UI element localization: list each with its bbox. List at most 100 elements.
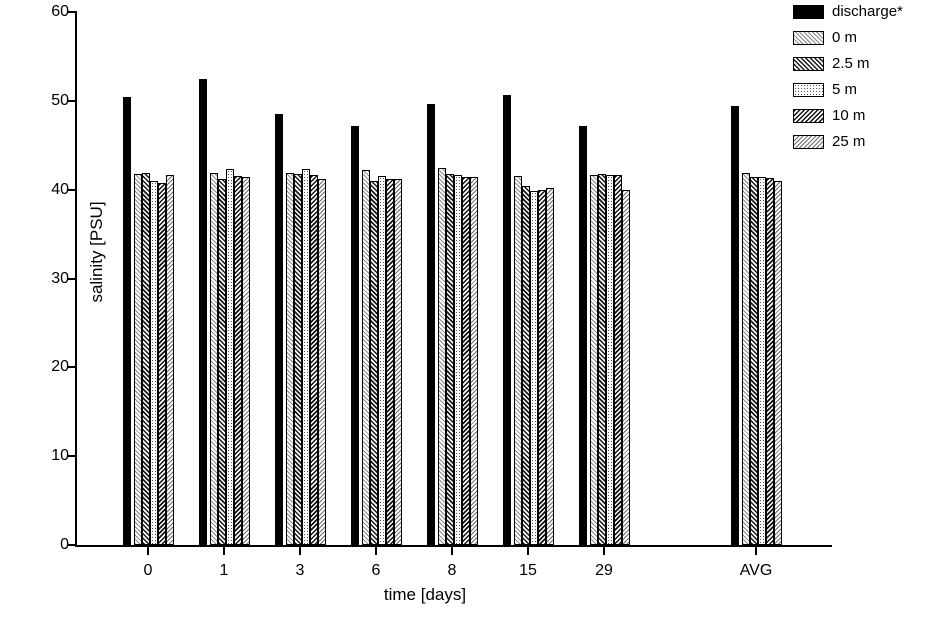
- bar-5-m-day-0: [149, 180, 158, 545]
- x-tick: [755, 547, 757, 555]
- bar-25-m-day-3: [317, 179, 326, 545]
- x-tick-label-1: 1: [219, 562, 229, 579]
- bar-2-5-m-day-1: [217, 179, 226, 545]
- legend-label: 10 m: [832, 107, 866, 124]
- y-tick: [68, 544, 77, 546]
- x-tick: [527, 547, 529, 555]
- y-tick: [68, 188, 77, 191]
- y-tick-label: 20: [51, 358, 69, 376]
- bar-10-m-day-avg: [765, 178, 774, 545]
- x-tick-label-0: 0: [143, 562, 153, 579]
- y-tick: [68, 99, 77, 102]
- x-tick: [299, 547, 301, 555]
- y-tick-label: 30: [51, 269, 69, 287]
- y-axis-title: salinity [PSU]: [87, 201, 106, 303]
- x-tick-label-29: 29: [595, 562, 613, 579]
- legend-label: 25 m: [832, 133, 866, 150]
- bar-2-5-m-day-0: [141, 172, 150, 545]
- bar-5-m-day-avg: [757, 177, 766, 545]
- x-tick: [603, 547, 605, 555]
- bar-2-5-m-day-avg: [749, 177, 758, 545]
- bar-25-m-day-avg: [773, 180, 782, 545]
- bar-discharge-day-29: [578, 125, 587, 545]
- bar-0-m-day-15: [513, 176, 522, 545]
- bar-10-m-day-0: [157, 182, 166, 545]
- x-tick-label-3: 3: [295, 562, 305, 579]
- y-tick-label: 40: [51, 180, 69, 198]
- bar-0-m-day-3: [285, 172, 294, 545]
- bar-discharge-day-15: [502, 94, 511, 545]
- legend-swatch-icon: [793, 82, 824, 97]
- bar-2-5-m-day-3: [293, 173, 302, 545]
- y-tick-label: 10: [51, 447, 69, 465]
- legend-label: discharge*: [832, 3, 903, 20]
- bar-10-m-day-8: [461, 177, 470, 545]
- legend-label: 5 m: [832, 81, 858, 98]
- bar-0-m-day-6: [361, 170, 370, 545]
- bar-0-m-day-avg: [741, 172, 750, 545]
- bar-discharge-day-avg: [730, 106, 739, 545]
- legend-item-25-m: 25 m: [793, 134, 903, 149]
- bar-25-m-day-6: [393, 179, 402, 545]
- x-tick: [147, 547, 149, 555]
- legend-swatch-icon: [793, 56, 824, 71]
- bar-5-m-day-15: [529, 191, 538, 545]
- legend-item-discharge: discharge*: [793, 4, 903, 19]
- bar-5-m-day-6: [377, 176, 386, 545]
- bar-25-m-day-1: [241, 177, 250, 545]
- bar-2-5-m-day-8: [445, 173, 454, 545]
- y-tick: [68, 366, 77, 369]
- bar-discharge-day-1: [198, 78, 207, 545]
- bar-5-m-day-8: [453, 175, 462, 545]
- bar-2-5-m-day-29: [597, 173, 606, 545]
- y-tick-label: 50: [51, 91, 69, 109]
- legend-item-10-m: 10 m: [793, 108, 903, 123]
- y-tick: [68, 11, 77, 13]
- legend-item-5-m: 5 m: [793, 82, 903, 97]
- legend: discharge* 0 m 2.5 m 5 m 10 m 25 m: [793, 4, 903, 149]
- legend-swatch-icon: [793, 134, 824, 149]
- x-axis-title: time [days]: [383, 585, 467, 604]
- legend-label: 0 m: [832, 29, 858, 46]
- x-tick-label-6: 6: [371, 562, 381, 579]
- legend-label: 2.5 m: [832, 55, 870, 72]
- x-tick-label-15: 15: [519, 562, 537, 579]
- x-tick: [223, 547, 225, 555]
- x-tick-label-8: 8: [447, 562, 457, 579]
- bar-10-m-day-3: [309, 174, 318, 545]
- y-tick: [68, 455, 77, 458]
- bar-10-m-day-6: [385, 179, 394, 545]
- legend-swatch-icon: [793, 4, 824, 19]
- bar-2-5-m-day-15: [521, 186, 530, 545]
- bar-0-m-day-29: [589, 175, 598, 545]
- x-tick-label-avg: AVG: [739, 562, 773, 579]
- legend-swatch-icon: [793, 108, 824, 123]
- bar-discharge-day-3: [274, 114, 283, 545]
- bar-discharge-day-6: [350, 125, 359, 545]
- legend-item-2-5-m: 2.5 m: [793, 56, 903, 71]
- y-tick-label: 60: [51, 3, 69, 20]
- bar-25-m-day-8: [469, 177, 478, 545]
- bar-25-m-day-0: [165, 174, 174, 545]
- bar-discharge-day-0: [122, 97, 131, 545]
- legend-swatch-icon: [793, 30, 824, 45]
- bar-10-m-day-15: [537, 189, 546, 545]
- bar-5-m-day-1: [225, 169, 234, 545]
- bar-10-m-day-29: [613, 174, 622, 545]
- bar-25-m-day-29: [621, 189, 630, 545]
- bar-0-m-day-1: [209, 172, 218, 545]
- y-tick-label: 0: [60, 536, 69, 553]
- bar-0-m-day-8: [437, 168, 446, 545]
- plot-area: salinity [PSU] 0 10 20 30 40 50 60 0 1 3 6 8 15 29 AVG: [51, 4, 832, 579]
- bar-25-m-day-15: [545, 187, 554, 545]
- x-tick: [451, 547, 453, 555]
- x-tick: [375, 547, 377, 555]
- bar-0-m-day-0: [133, 173, 142, 545]
- bar-5-m-day-29: [605, 175, 614, 545]
- bar-discharge-day-8: [426, 104, 435, 545]
- y-tick: [68, 277, 77, 280]
- bar-5-m-day-3: [301, 169, 310, 545]
- bar-10-m-day-1: [233, 176, 242, 545]
- bar-2-5-m-day-6: [369, 180, 378, 545]
